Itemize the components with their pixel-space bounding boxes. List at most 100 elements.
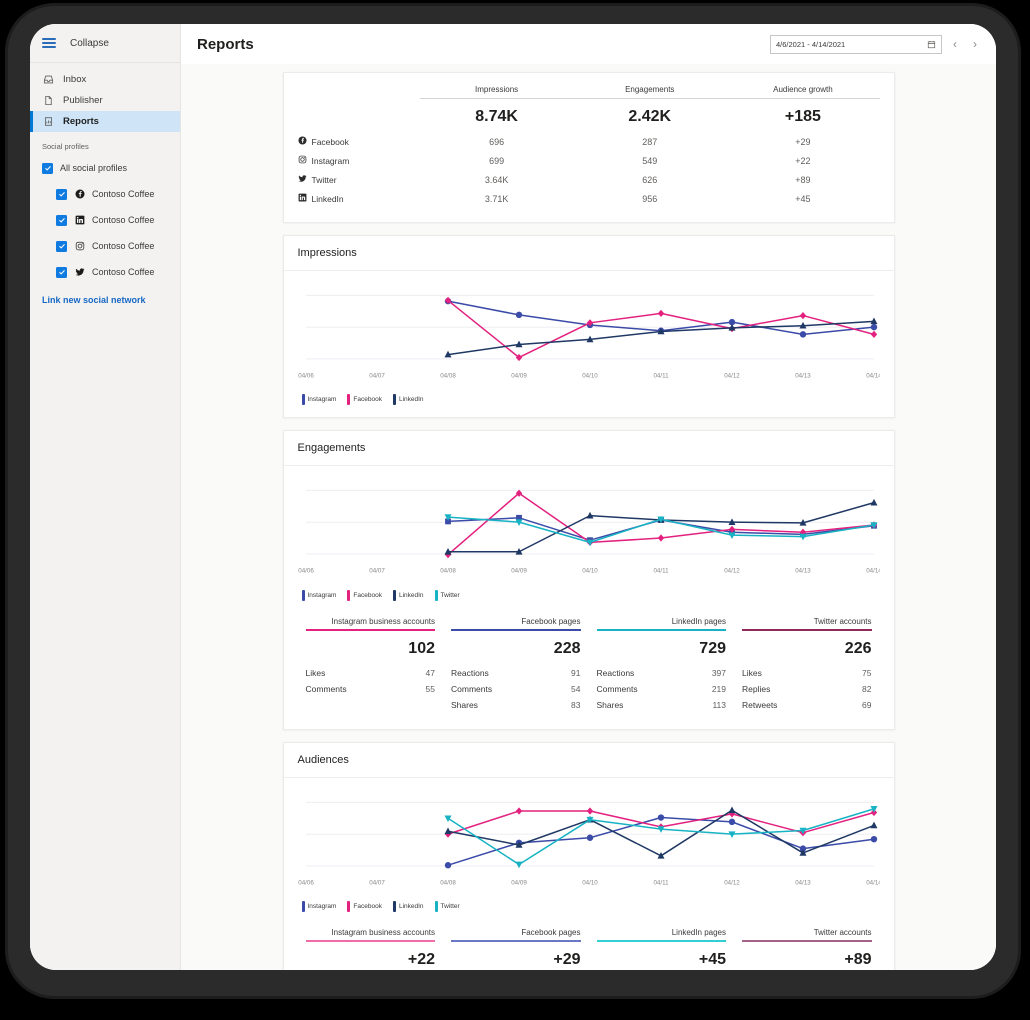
next-period-button[interactable]: ›	[973, 37, 977, 51]
svg-text:04/12: 04/12	[724, 568, 740, 575]
legend-item[interactable]: Instagram	[301, 394, 336, 406]
sidebar-item-label: Inbox	[63, 74, 87, 85]
inbox-icon	[42, 74, 54, 86]
sidebar-nav: Inbox Publisher Reports	[30, 63, 180, 132]
cell-audience-growth: +22	[795, 155, 811, 166]
breakdown-row: Likes 75	[742, 665, 872, 681]
checkbox-profile-facebook[interactable]: Contoso Coffee	[30, 181, 180, 207]
row-label: Twitter	[311, 174, 337, 185]
topbar-controls: 4/6/2021 - 4/14/2021 ‹ ›	[770, 34, 982, 54]
topbar: Reports 4/6/2021 - 4/14/2021 ‹ ›	[181, 24, 996, 64]
checkmark-icon[interactable]	[56, 240, 67, 252]
breakdown-row-value: 397	[711, 667, 726, 678]
svg-text:04/06: 04/06	[298, 879, 314, 886]
breakdown-total: 102	[408, 639, 435, 657]
breakdown-column: Twitter accounts 226 Likes 75 Replies 82 Retwe…	[734, 617, 880, 713]
engagements-legend: Instagram Facebook LinkedIn Twitter	[284, 589, 894, 613]
legend-item[interactable]: LinkedIn	[392, 589, 424, 601]
link-new-social-network[interactable]: Link new social network	[42, 295, 146, 305]
legend-marker-icon	[392, 901, 396, 913]
row-label: Instagram	[311, 155, 350, 166]
svg-text:04/06: 04/06	[298, 372, 314, 379]
total-impressions: 8.74K	[475, 108, 518, 125]
svg-text:04/11: 04/11	[653, 372, 669, 379]
legend-marker-icon	[301, 394, 305, 406]
legend-item[interactable]: LinkedIn	[392, 394, 424, 406]
legend-item[interactable]: Facebook	[347, 901, 382, 913]
legend-item[interactable]: Instagram	[301, 901, 336, 913]
svg-text:04/11: 04/11	[653, 568, 669, 575]
breakdown-row-label: Likes	[742, 667, 762, 678]
checkmark-icon[interactable]	[56, 214, 67, 226]
legend-label: Instagram	[307, 591, 337, 599]
checkbox-profile-twitter[interactable]: Contoso Coffee	[30, 259, 180, 285]
instagram-icon	[298, 155, 307, 166]
breakdown-row-value: 47	[425, 667, 435, 678]
cell-engagements: 549	[642, 155, 658, 166]
audiences-card: Audiences 04/06 04/07 04/08 04/09 04/10 04/11…	[282, 741, 895, 970]
row-label: Facebook	[311, 136, 349, 147]
breakdown-row: Replies 82	[742, 681, 872, 697]
legend-label: LinkedIn	[398, 591, 424, 599]
breakdown-row: Shares 83	[451, 697, 581, 713]
prev-period-button[interactable]: ‹	[953, 37, 957, 51]
breakdown-row-value: 91	[571, 667, 581, 678]
device-frame: Collapse Inbox Publisher Reports Social …	[8, 6, 1018, 996]
impressions-title: Impressions	[283, 236, 894, 271]
legend-item[interactable]: Twitter	[434, 589, 460, 601]
breakdown-row-label: Comments	[305, 683, 347, 694]
legend-marker-icon	[392, 589, 396, 601]
svg-text:04/07: 04/07	[369, 879, 385, 886]
device-screen: Collapse Inbox Publisher Reports Social …	[30, 24, 996, 970]
breakdown-column: Facebook pages 228 Reactions 91 Comments 54 Sh…	[443, 617, 589, 713]
svg-text:04/10: 04/10	[582, 372, 598, 379]
checkbox-profile-linkedin[interactable]: Contoso Coffee	[30, 207, 180, 233]
svg-text:04/13: 04/13	[795, 879, 811, 886]
date-range-picker[interactable]: 4/6/2021 - 4/14/2021	[770, 34, 942, 54]
breakdown-row: Comments 54	[451, 681, 581, 697]
twitter-icon	[298, 174, 307, 185]
legend-marker-icon	[434, 901, 438, 913]
legend-item[interactable]: Instagram	[301, 589, 337, 601]
breakdown-header: Facebook pages	[451, 928, 581, 943]
column-header-impressions: Impressions	[420, 85, 574, 99]
linkedin-icon	[74, 215, 85, 226]
breakdown-row-label: Comments	[596, 683, 638, 694]
breakdown-header: Twitter accounts	[742, 928, 872, 943]
legend-item[interactable]: Facebook	[347, 589, 382, 601]
checkbox-all-social-profiles[interactable]: All social profiles	[30, 155, 180, 181]
checkmark-icon[interactable]	[56, 266, 67, 278]
legend-item[interactable]: Twitter	[434, 901, 460, 913]
breakdown-row-label: Reactions	[596, 667, 635, 678]
legend-item[interactable]: LinkedIn	[392, 901, 424, 913]
legend-item[interactable]: Facebook	[347, 394, 382, 406]
legend-marker-icon	[301, 901, 305, 913]
breakdown-column: LinkedIn pages 729 Reactions 397 Comments 219…	[589, 617, 735, 713]
reports-icon	[42, 116, 54, 128]
breakdown-row-label: Likes	[305, 667, 326, 678]
hamburger-icon[interactable]	[42, 38, 56, 48]
reports-content: Impressions Engagements Audience growth …	[181, 64, 996, 970]
impressions-line-chart: 04/06 04/07 04/08 04/09 04/10 04/11 04/12 04/13…	[298, 294, 880, 379]
table-row: Twitter 3.64K 626 +89	[298, 170, 880, 189]
legend-marker-icon	[347, 394, 351, 406]
calendar-icon[interactable]	[927, 40, 936, 49]
breakdown-header: LinkedIn pages	[596, 617, 726, 631]
svg-text:04/09: 04/09	[511, 568, 527, 575]
sidebar-item-inbox[interactable]: Inbox	[30, 69, 180, 90]
collapse-button[interactable]: Collapse	[30, 24, 180, 63]
audiences-breakdown: Instagram business accounts+22Followers …	[284, 924, 894, 970]
checkbox-profile-instagram[interactable]: Contoso Coffee	[30, 233, 180, 259]
breakdown-row-value: 75	[862, 667, 872, 678]
cell-impressions: 3.71K	[484, 193, 509, 204]
svg-text:04/10: 04/10	[582, 879, 598, 886]
breakdown-total: 226	[844, 639, 872, 657]
svg-text:04/14: 04/14	[866, 879, 880, 886]
profile-label: Contoso Coffee	[92, 215, 155, 225]
sidebar-item-reports[interactable]: Reports	[30, 111, 180, 132]
legend-marker-icon	[392, 394, 396, 406]
sidebar-item-publisher[interactable]: Publisher	[30, 90, 180, 111]
checkmark-icon[interactable]	[42, 162, 53, 174]
checkmark-icon[interactable]	[56, 188, 67, 200]
sidebar-section-label: Social profiles	[42, 142, 89, 151]
